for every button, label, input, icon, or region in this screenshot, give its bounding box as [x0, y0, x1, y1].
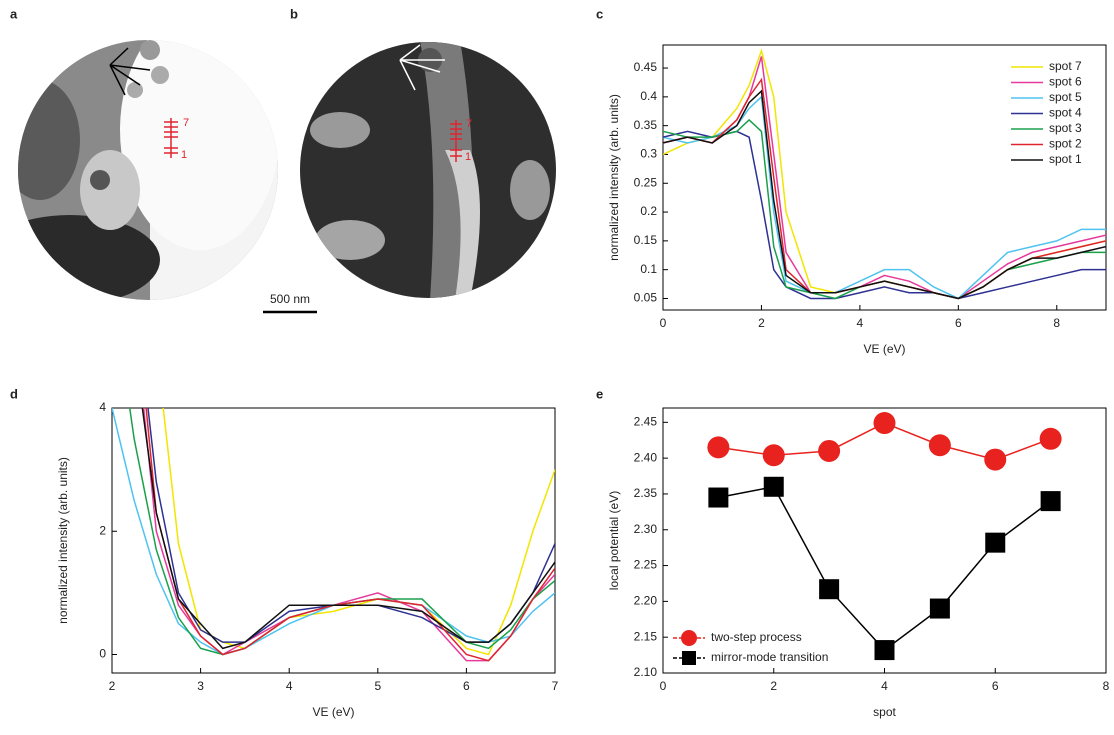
y-tick-label: 2.25 — [634, 558, 658, 572]
y-tick-label: 2 — [99, 523, 106, 537]
y-tick-label: 0.25 — [634, 175, 658, 189]
y-axis-label: local potential (eV) — [607, 491, 621, 590]
legend-marker — [682, 651, 696, 665]
x-tick-label: 5 — [374, 679, 381, 693]
legend-label: spot 7 — [1049, 59, 1082, 73]
series-line — [663, 118, 1106, 300]
series-line — [663, 130, 1106, 300]
marker — [873, 412, 896, 435]
x-tick-label: 2 — [770, 679, 777, 693]
marker — [984, 448, 1007, 471]
y-tick-label: 4 — [99, 400, 106, 414]
marker — [762, 444, 785, 467]
marker — [1039, 427, 1062, 450]
y-tick-label: 0.2 — [640, 204, 657, 218]
y-tick-label: 2.10 — [634, 665, 658, 679]
plot-frame — [662, 44, 1107, 311]
series-group — [707, 412, 1062, 661]
marker — [985, 532, 1006, 553]
series-line — [663, 77, 1106, 300]
image-b — [300, 42, 556, 298]
x-tick-label: 0 — [660, 679, 667, 693]
plot-frame — [111, 407, 556, 674]
spot-label: 1 — [465, 151, 471, 163]
spot-label: 7 — [183, 117, 189, 129]
x-axis-label: VE (eV) — [312, 705, 354, 719]
series-line — [141, 408, 555, 650]
spot-label: 7 — [466, 118, 472, 130]
x-tick-label: 4 — [286, 679, 293, 693]
y-tick-label: 0 — [99, 647, 106, 661]
x-tick-label: 0 — [660, 316, 667, 330]
y-tick-label: 0.45 — [634, 60, 658, 74]
y-tick-label: 0.1 — [640, 262, 657, 276]
scale-bar-label: 500 nm — [270, 292, 310, 306]
marker — [1040, 491, 1061, 512]
plot-frame — [662, 407, 1107, 674]
y-tick-label: 0.35 — [634, 118, 658, 132]
image-a — [18, 40, 278, 300]
y-axis-label: normalized intensity (arb. units) — [56, 457, 70, 624]
series-line — [663, 89, 1106, 300]
x-tick-label: 6 — [992, 679, 999, 693]
legend-label: mirror-mode transition — [711, 650, 828, 664]
marker — [874, 640, 895, 661]
x-tick-label: 8 — [1103, 679, 1110, 693]
legend-label: spot 4 — [1049, 106, 1082, 120]
legend-label: spot 6 — [1049, 75, 1082, 89]
series-group — [112, 408, 555, 662]
x-tick-label: 6 — [955, 316, 962, 330]
legend-label: spot 1 — [1049, 152, 1082, 166]
y-axis-label: normalized intensity (arb. units) — [607, 94, 621, 261]
y-tick-label: 0.05 — [634, 291, 658, 305]
y-tick-label: 0.15 — [634, 233, 658, 247]
legend-label: spot 5 — [1049, 90, 1082, 104]
panel-label: a — [10, 6, 18, 21]
x-tick-label: 7 — [552, 679, 559, 693]
y-tick-label: 2.35 — [634, 486, 658, 500]
y-tick-label: 0.3 — [640, 147, 657, 161]
panel-label: e — [596, 386, 603, 401]
spot-label: 1 — [181, 149, 187, 161]
marker — [928, 434, 951, 457]
x-axis-label: VE (eV) — [863, 342, 905, 356]
y-tick-label: 2.20 — [634, 594, 658, 608]
legend-marker — [681, 630, 697, 646]
x-tick-label: 3 — [197, 679, 204, 693]
y-tick-label: 2.30 — [634, 522, 658, 536]
marker — [818, 439, 841, 462]
marker — [819, 579, 840, 600]
x-tick-label: 8 — [1053, 316, 1060, 330]
y-tick-label: 2.45 — [634, 414, 658, 428]
marker — [763, 476, 784, 497]
x-tick-label: 2 — [109, 679, 116, 693]
series-line — [663, 48, 1106, 300]
legend-label: spot 3 — [1049, 121, 1082, 135]
y-tick-label: 2.40 — [634, 450, 658, 464]
marker — [929, 598, 950, 619]
series-group — [663, 48, 1106, 300]
x-tick-label: 6 — [463, 679, 470, 693]
panel-label: c — [596, 6, 603, 21]
panel-label: b — [290, 6, 298, 21]
marker — [708, 487, 729, 508]
legend-label: two-step process — [711, 630, 802, 644]
series-line — [718, 485, 1052, 652]
legend-label: spot 2 — [1049, 137, 1082, 151]
y-tick-label: 0.4 — [640, 89, 657, 103]
marker — [707, 436, 730, 459]
series-line — [663, 95, 1106, 300]
x-tick-label: 4 — [881, 679, 888, 693]
y-tick-label: 2.15 — [634, 629, 658, 643]
x-tick-label: 2 — [758, 316, 765, 330]
panel-label: d — [10, 386, 18, 401]
x-axis-label: spot — [873, 705, 896, 719]
x-tick-label: 4 — [857, 316, 864, 330]
